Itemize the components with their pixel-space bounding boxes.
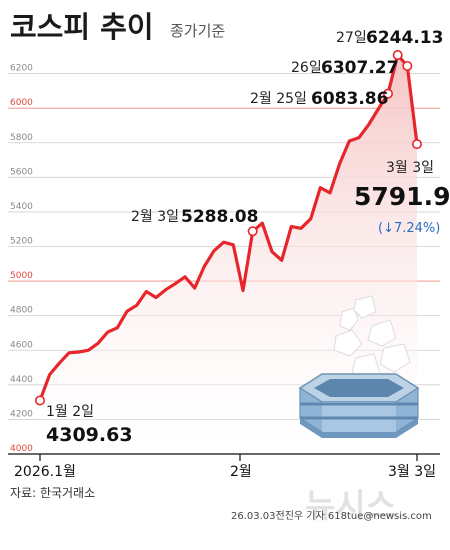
data-point: [319, 187, 321, 189]
page-subtitle: 종가기준: [170, 22, 225, 40]
data-point: [300, 227, 302, 229]
data-point: [222, 241, 224, 243]
y-tick-label: 6000: [10, 98, 33, 108]
annot-feb26-value: 6307.27: [321, 58, 398, 78]
y-tick-label: 5400: [10, 202, 33, 212]
data-point: [329, 192, 331, 194]
y-tick-label: 5800: [10, 133, 33, 143]
data-point: [58, 362, 60, 364]
trash-bin-illustration: [298, 295, 420, 438]
y-tick-label: 6200: [10, 64, 33, 74]
x-tick-jan: 2026.1월: [14, 464, 76, 480]
line-markers: [34, 50, 422, 406]
annot-mar3-date: 3월 3일: [386, 160, 434, 176]
annot-feb26-date: 26일: [291, 60, 322, 76]
data-point: [135, 304, 137, 306]
data-point: [155, 296, 157, 298]
line-area-fill: [40, 55, 417, 454]
y-tick-label: 5600: [10, 167, 33, 177]
data-point: [39, 399, 41, 401]
y-tick-label: 4000: [10, 444, 33, 454]
data-point: [87, 349, 89, 351]
annot-mar3-value: 5791.91: [354, 182, 450, 211]
data-point: [290, 225, 292, 227]
annot-feb27-date: 27일: [336, 30, 367, 46]
x-tick-feb: 2월: [230, 464, 252, 480]
highlight-marker: [392, 50, 403, 61]
y-axis-ticks: 4000 4200 4400 4600 4800 5000 5200 5400 5600 5800…: [10, 64, 33, 454]
annot-start-value: 4309.63: [46, 424, 133, 446]
data-point: [97, 342, 99, 344]
data-point: [213, 250, 215, 252]
y-tick-label: 4800: [10, 306, 33, 316]
y-tick-label: 4400: [10, 375, 33, 385]
data-point: [232, 244, 234, 246]
y-tick-label: 5000: [10, 271, 33, 281]
data-point: [271, 250, 273, 252]
data-point: [251, 230, 253, 232]
kospi-line: [38, 53, 419, 403]
highlight-marker: [247, 226, 258, 237]
credit-text: 26.03.03전진우 기자 618tue@newsis.com: [231, 510, 432, 522]
data-point: [416, 143, 418, 145]
data-point: [193, 287, 195, 289]
data-point: [68, 352, 70, 354]
y-tick-label: 5200: [10, 237, 33, 247]
data-point: [358, 136, 360, 138]
annot-feb25-value: 6083.86: [311, 89, 388, 109]
data-point: [106, 331, 108, 333]
highlight-marker: [402, 60, 413, 71]
highlight-marker: [411, 139, 422, 150]
y-tick-label: 4600: [10, 340, 33, 350]
data-point: [396, 54, 398, 56]
data-point: [338, 162, 340, 164]
x-tick-mar: 3월 3일: [388, 464, 436, 480]
data-point: [309, 218, 311, 220]
annot-feb3-date: 2월 3일: [131, 209, 179, 225]
data-point: [48, 373, 50, 375]
annot-feb25-date: 2월 25일: [250, 91, 307, 107]
data-point: [242, 289, 244, 291]
watermark: 뉴시스: [305, 486, 396, 525]
data-point: [261, 222, 263, 224]
data-point: [184, 276, 186, 278]
data-point: [126, 310, 128, 312]
annot-feb3-value: 5288.08: [181, 207, 258, 227]
data-point: [145, 290, 147, 292]
data-point: [406, 65, 408, 67]
highlight-marker: [382, 88, 393, 99]
highlight-marker: [34, 395, 45, 406]
annot-feb27-value: 6244.13: [366, 28, 443, 48]
y-tick-label: 4200: [10, 409, 33, 419]
page-title: 코스피 추이: [10, 10, 154, 44]
data-point: [348, 140, 350, 142]
data-point: [174, 282, 176, 284]
source-text: 자료: 한국거래소: [10, 486, 95, 500]
data-point: [116, 327, 118, 329]
annot-start-date: 1월 2일: [46, 404, 94, 420]
annot-mar3-change: (↓7.24%): [378, 221, 440, 236]
data-point: [77, 351, 79, 353]
data-point: [203, 265, 205, 267]
data-point: [280, 259, 282, 261]
data-point: [367, 123, 369, 125]
data-point: [164, 289, 166, 291]
